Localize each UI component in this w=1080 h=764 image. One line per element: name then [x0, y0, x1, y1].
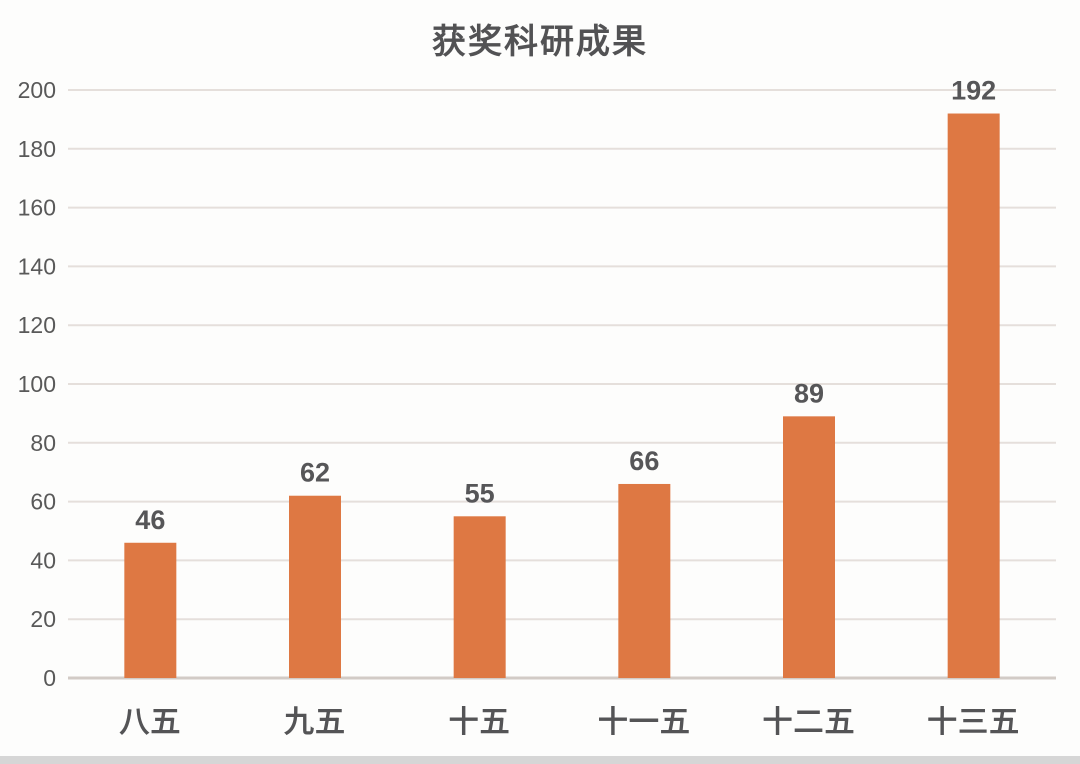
bar: [783, 416, 835, 678]
y-tick-label: 60: [30, 489, 56, 515]
bar: [618, 483, 671, 678]
y-tick-label: 180: [18, 136, 56, 162]
y-tick-label: 80: [30, 430, 56, 456]
chart-title: 获奖科研成果: [432, 23, 648, 61]
y-tick-label: 160: [18, 195, 56, 221]
bar-value-label: 66: [629, 446, 659, 476]
x-category-label: 十二五: [763, 706, 856, 739]
y-tick-label: 120: [18, 312, 56, 338]
page-divider: [0, 756, 1080, 764]
y-tick-label: 200: [18, 77, 56, 103]
x-category-label: 八五: [119, 706, 181, 739]
x-category-label: 十一五: [598, 706, 691, 739]
y-tick-label: 40: [30, 547, 56, 573]
bar: [289, 495, 341, 678]
x-category-label: 十三五: [927, 706, 1020, 739]
bar-value-label: 89: [794, 378, 824, 408]
y-tick-label: 140: [18, 253, 56, 279]
bar-value-label: 55: [465, 478, 495, 508]
bar: [124, 542, 177, 678]
bar-value-label: 192: [951, 76, 996, 106]
bar: [947, 113, 1000, 678]
bar-value-label: 62: [300, 458, 330, 488]
x-category-label: 十五: [449, 706, 511, 739]
y-tick-label: 100: [18, 371, 56, 397]
y-tick-label: 0: [43, 665, 56, 691]
bar: [453, 516, 506, 678]
x-category-label: 九五: [284, 706, 346, 739]
y-tick-label: 20: [30, 606, 56, 632]
bar-value-label: 46: [135, 505, 165, 535]
